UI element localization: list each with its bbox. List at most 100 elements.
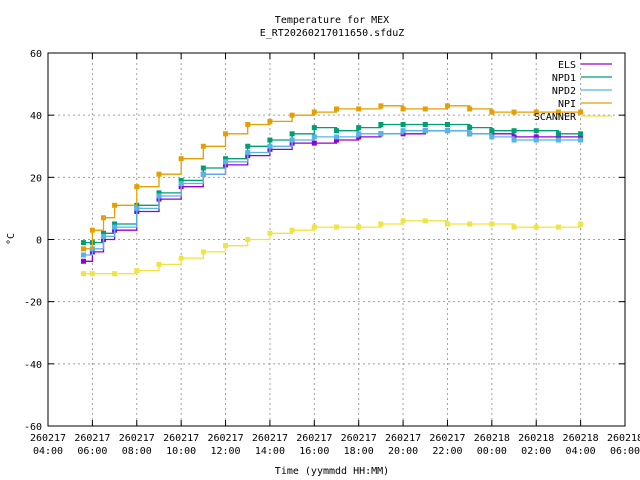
x-tick-time: 06:00 — [77, 446, 107, 457]
data-point-npd1 — [511, 128, 517, 134]
data-point-npd1 — [311, 125, 317, 131]
series-line-npi — [83, 105, 581, 250]
legend: ELS NPD1 NPD2 NPI SCANNER — [534, 60, 612, 123]
series-line-npd1 — [83, 123, 581, 244]
data-point-scanner — [334, 224, 339, 230]
series-group — [81, 103, 584, 277]
data-point-npd2 — [178, 181, 184, 187]
data-point-npd2 — [334, 134, 339, 140]
data-point-els — [578, 134, 584, 140]
axis-ticks: -60 -40 -20 0 20 40 60 260217 04:00 260217 06:00 26… — [24, 49, 640, 457]
y-tick-label: 60 — [30, 49, 42, 60]
data-point-scanner — [400, 218, 406, 224]
data-point-npi — [178, 156, 184, 162]
data-point-scanner — [267, 230, 273, 236]
data-point-npi — [289, 112, 295, 118]
x-tick-date: 260218 — [474, 433, 510, 444]
x-tick-date: 260217 — [163, 433, 199, 444]
data-point-scanner — [223, 243, 229, 249]
data-point-npd2 — [400, 128, 406, 134]
x-tick-time: 06:00 — [610, 446, 640, 457]
x-tick-date: 260217 — [296, 433, 332, 444]
data-point-npi — [533, 109, 539, 115]
data-point-scanner — [89, 271, 95, 277]
data-point-npd1 — [112, 221, 118, 227]
data-point-npd2 — [112, 224, 118, 230]
data-point-scanner — [467, 221, 473, 227]
x-tick-time: 04:00 — [33, 446, 63, 457]
data-point-scanner — [444, 221, 450, 227]
x-tick-time: 08:00 — [122, 446, 152, 457]
data-point-npi — [112, 202, 118, 208]
legend-label-els: ELS — [558, 60, 576, 71]
data-point-npd1 — [100, 230, 106, 236]
data-point-npd2 — [267, 143, 273, 149]
data-point-scanner — [112, 271, 118, 277]
x-tick-time: 12:00 — [210, 446, 240, 457]
data-point-npd1 — [422, 121, 428, 127]
x-tick-date: 260218 — [518, 433, 554, 444]
x-axis-label: Time (yymmdd HH:MM) — [275, 466, 389, 477]
data-point-scanner — [134, 268, 140, 274]
x-tick-time: 20:00 — [388, 446, 418, 457]
data-point-npd2 — [511, 137, 517, 143]
legend-label-npd2: NPD2 — [552, 86, 576, 97]
series-line-scanner — [83, 220, 582, 275]
data-point-npd2 — [422, 128, 428, 134]
data-point-npd1 — [81, 240, 87, 246]
data-point-scanner — [311, 224, 317, 230]
y-tick-label: 20 — [30, 173, 42, 184]
data-point-npi — [334, 106, 339, 112]
x-tick-time: 00:00 — [477, 446, 507, 457]
x-tick-time: 22:00 — [432, 446, 462, 457]
data-point-npd2 — [489, 134, 495, 140]
data-point-scanner — [511, 224, 517, 230]
data-point-npi — [267, 118, 273, 124]
data-point-scanner — [533, 224, 539, 230]
data-point-npd2 — [356, 131, 362, 137]
data-point-npi — [511, 109, 517, 115]
data-point-npd2 — [81, 252, 87, 258]
grid — [48, 53, 625, 426]
x-tick-date: 260218 — [563, 433, 599, 444]
data-point-npi — [467, 106, 473, 112]
data-point-npd2 — [223, 159, 229, 165]
y-tick-label: -20 — [24, 298, 42, 309]
data-point-npd2 — [134, 205, 140, 211]
data-point-npd1 — [223, 156, 229, 162]
data-point-scanner — [555, 224, 561, 230]
data-point-scanner — [578, 221, 584, 227]
x-tick-date: 260217 — [385, 433, 421, 444]
data-point-npd1 — [289, 131, 295, 137]
data-point-scanner — [422, 218, 428, 224]
data-point-scanner — [156, 261, 162, 267]
data-point-scanner — [356, 224, 362, 230]
data-point-npd1 — [400, 121, 406, 127]
data-point-els — [533, 134, 539, 140]
data-point-npi — [356, 106, 362, 112]
y-tick-label: -60 — [24, 422, 42, 433]
x-tick-time: 18:00 — [344, 446, 374, 457]
data-point-npd1 — [578, 131, 584, 137]
legend-label-npd1: NPD1 — [552, 73, 576, 84]
data-point-scanner — [200, 249, 206, 255]
data-point-npd1 — [378, 121, 384, 127]
data-point-npd2 — [533, 137, 539, 143]
data-point-npi — [555, 109, 561, 115]
data-point-npd2 — [156, 193, 162, 199]
y-tick-label: 0 — [36, 236, 42, 247]
chart-subtitle: E_RT20260217011650.sfduZ — [260, 28, 405, 39]
data-point-scanner — [489, 221, 495, 227]
data-point-npi — [81, 246, 87, 252]
data-point-scanner — [378, 221, 384, 227]
data-point-npi — [444, 103, 450, 109]
data-point-npd2 — [289, 137, 295, 143]
x-tick-date: 260217 — [207, 433, 243, 444]
x-tick-date: 260217 — [429, 433, 465, 444]
data-point-npd1 — [555, 131, 561, 137]
data-point-npi — [422, 106, 428, 112]
legend-label-scanner: SCANNER — [534, 112, 577, 123]
data-point-npd1 — [444, 121, 450, 127]
x-tick-time: 02:00 — [521, 446, 551, 457]
legend-label-npi: NPI — [558, 99, 576, 110]
